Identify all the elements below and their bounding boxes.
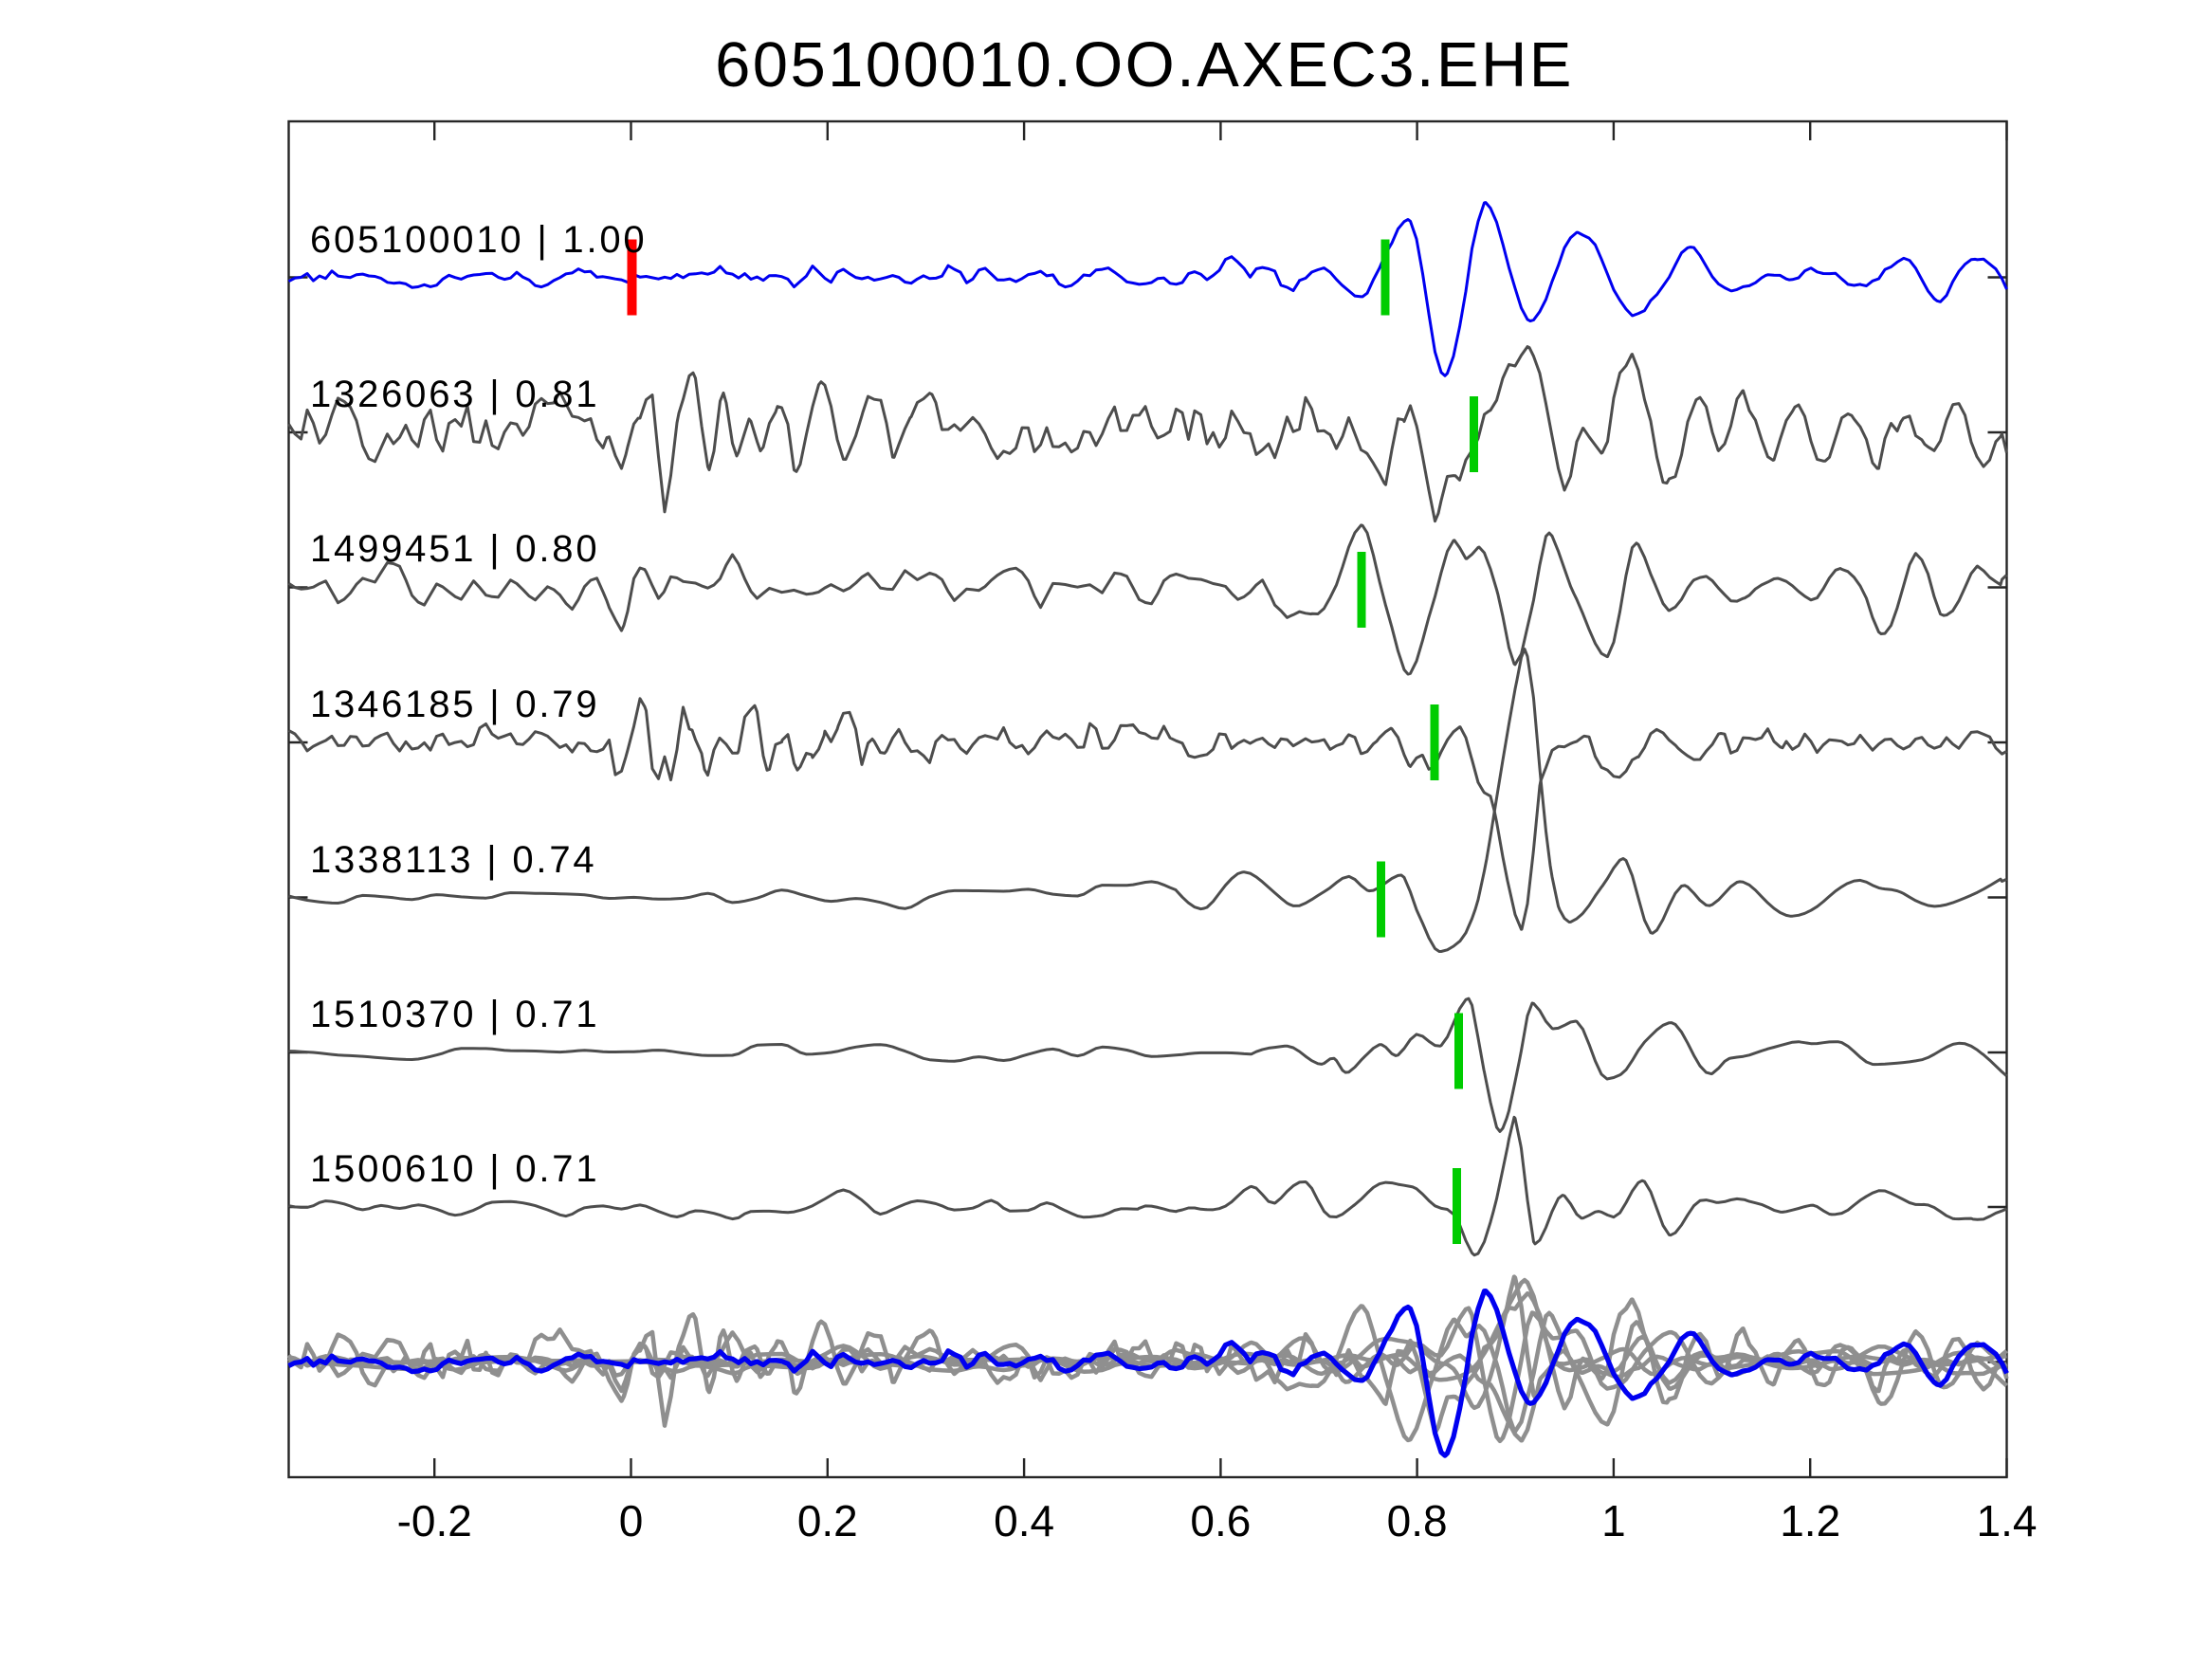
svg-text:1510370 | 0.71: 1510370 | 0.71 [310,994,599,1035]
svg-text:0.6: 0.6 [1190,1496,1251,1545]
svg-text:0.8: 0.8 [1387,1496,1448,1545]
svg-text:1.2: 1.2 [1780,1496,1840,1545]
svg-text:1499451 | 0.80: 1499451 | 0.80 [310,528,599,570]
svg-text:1500610 | 0.71: 1500610 | 0.71 [310,1148,599,1190]
svg-text:1.4: 1.4 [1977,1496,2038,1545]
svg-text:0: 0 [619,1496,644,1545]
svg-text:0.2: 0.2 [797,1496,858,1545]
svg-text:1346185 | 0.79: 1346185 | 0.79 [310,684,599,725]
svg-text:1338113 | 0.74: 1338113 | 0.74 [310,839,596,881]
svg-text:1: 1 [1601,1496,1626,1545]
svg-text:-0.2: -0.2 [397,1496,472,1545]
svg-text:605100010.OO.AXEC3.EHE: 605100010.OO.AXEC3.EHE [715,29,1574,101]
svg-text:605100010 | 1.00: 605100010 | 1.00 [310,219,647,261]
svg-text:1326063 | 0.81: 1326063 | 0.81 [310,374,599,415]
svg-text:0.4: 0.4 [994,1496,1054,1545]
